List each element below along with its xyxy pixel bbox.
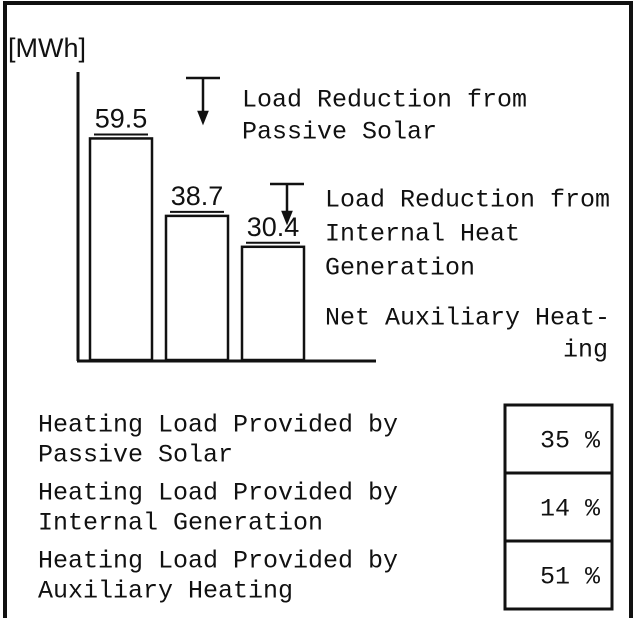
annotation: Net Auxiliary Heat-: [325, 304, 610, 333]
row-value: 35 %: [540, 427, 601, 456]
bar: [164, 214, 230, 362]
frame: [3, 1, 633, 618]
bar: [240, 245, 306, 362]
row-label: Heating Load Provided by: [38, 547, 398, 576]
annotation: Load Reduction from: [242, 86, 527, 115]
row-label: Auxiliary Heating: [38, 577, 293, 606]
annotation: Internal Heat: [325, 220, 520, 249]
value-label: 38.7: [171, 181, 224, 211]
y-axis-label: [MWh]: [8, 33, 86, 63]
annotation: Generation: [325, 254, 475, 283]
row-label: Heating Load Provided by: [38, 479, 398, 508]
annotation: ing: [563, 336, 608, 365]
bar: [88, 137, 154, 362]
row-value: 51 %: [540, 563, 601, 592]
arrows: [186, 76, 304, 226]
row-label: Heating Load Provided by: [38, 411, 398, 440]
row-value: 14 %: [540, 495, 601, 524]
value-label: 59.5: [95, 104, 148, 134]
row-label: Passive Solar: [38, 441, 233, 470]
row-label: Internal Generation: [38, 509, 323, 538]
value-box: [503, 539, 614, 611]
annotation: Passive Solar: [242, 118, 437, 147]
value-label: 30.4: [247, 212, 300, 242]
annotation: Load Reduction from: [325, 186, 610, 215]
